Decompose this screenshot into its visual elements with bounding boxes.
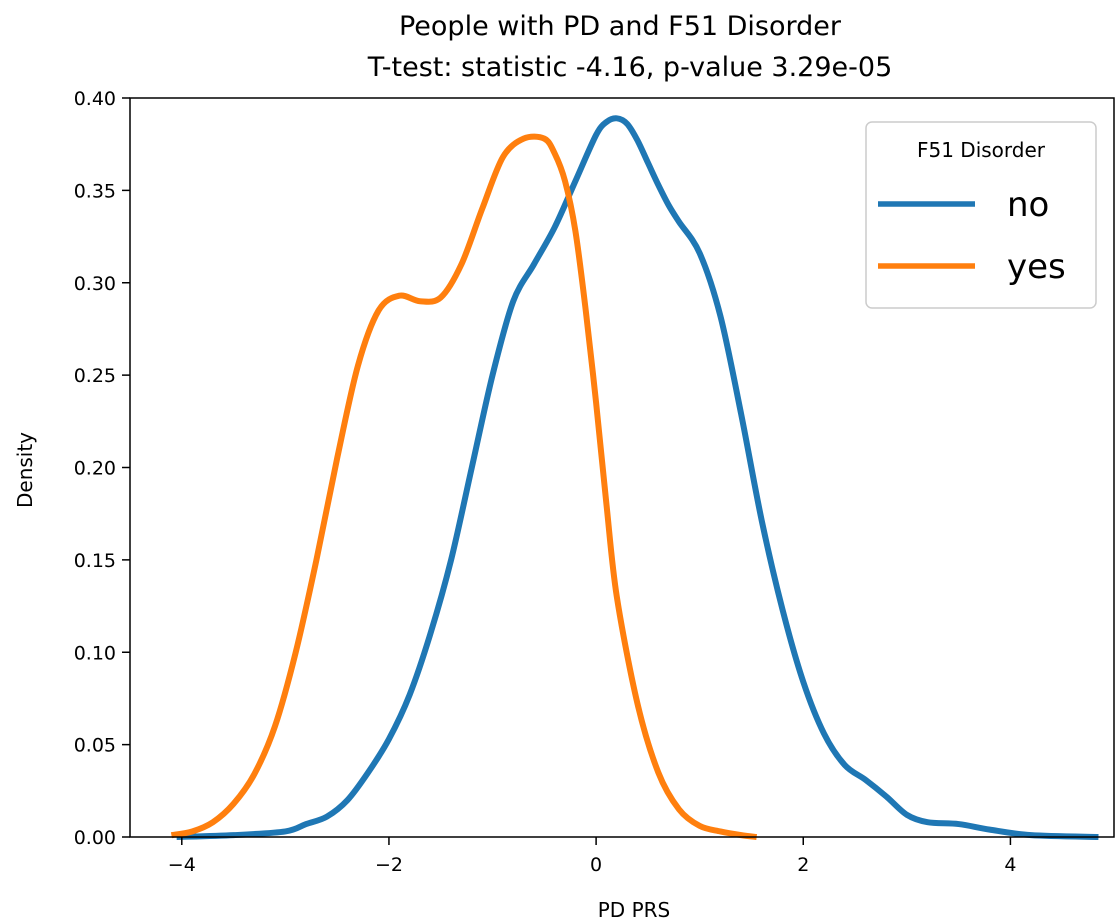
y-tick-label: 0.30 — [74, 273, 116, 295]
legend-title: F51 Disorder — [917, 138, 1046, 162]
y-tick-label: 0.25 — [74, 365, 116, 387]
legend: F51 Disorder no yes — [865, 121, 1097, 309]
y-tick-label: 0.40 — [74, 88, 116, 110]
chart-subtitle: T-test: statistic -4.16, p-value 3.29e-0… — [367, 52, 893, 83]
x-tick-label: −4 — [168, 854, 196, 876]
y-axis-label: Density — [13, 432, 37, 508]
x-tick-label: 0 — [590, 854, 602, 876]
legend-label-yes: yes — [1007, 247, 1066, 287]
x-tick-label: 4 — [1004, 854, 1016, 876]
chart-title: People with PD and F51 Disorder — [399, 11, 842, 42]
y-tick-label: 0.35 — [74, 180, 116, 202]
legend-label-no: no — [1007, 185, 1049, 225]
x-axis-label: PD PRS — [598, 898, 670, 922]
y-tick-label: 0.10 — [74, 642, 116, 664]
plot-area — [170, 115, 1099, 840]
y-axis: 0.00 0.05 0.10 0.15 0.20 0.25 0.30 0.35 0.40 — [74, 88, 130, 849]
x-axis: −4 −2 0 2 4 — [168, 837, 1016, 876]
series-line-yes — [170, 133, 758, 840]
x-tick-label: 2 — [797, 854, 809, 876]
legend-box — [865, 121, 1097, 309]
y-tick-label: 0.15 — [74, 550, 116, 572]
y-tick-label: 0.05 — [74, 735, 116, 757]
series-line-no — [176, 115, 1099, 840]
y-tick-label: 0.20 — [74, 458, 116, 480]
x-tick-label: −2 — [375, 854, 403, 876]
y-tick-label: 0.00 — [74, 827, 116, 849]
